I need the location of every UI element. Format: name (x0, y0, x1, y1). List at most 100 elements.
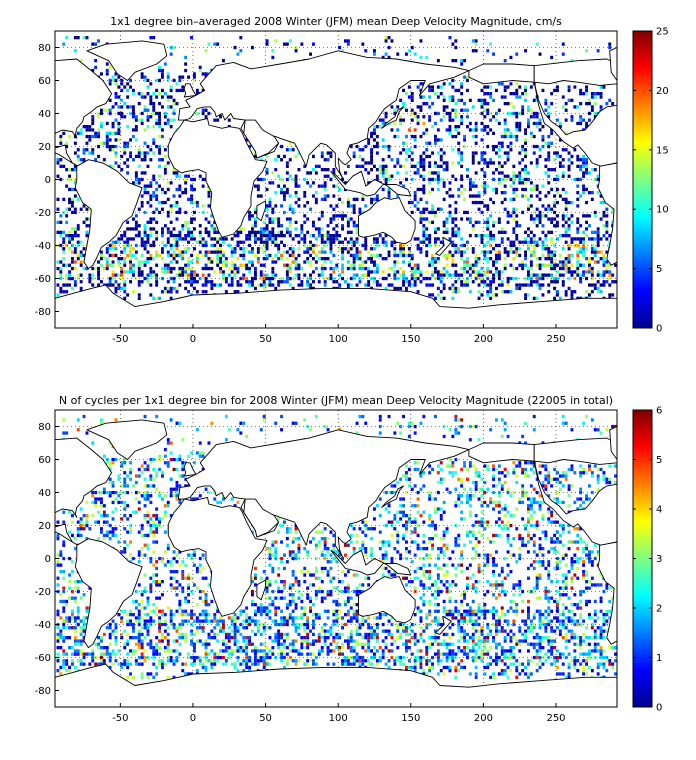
cycles-data-cell (471, 530, 475, 534)
velocity-data-cell (396, 161, 400, 165)
velocity-data-cell (152, 273, 156, 277)
velocity-data-cell (561, 95, 565, 99)
velocity-data-cell (422, 102, 426, 106)
velocity-data-cell (399, 98, 403, 102)
cycles-data-cell (489, 553, 493, 557)
velocity-data-cell (245, 247, 249, 251)
velocity-data-cell (515, 283, 519, 287)
velocity-data-cell (114, 131, 118, 135)
cycles-data-cell (576, 507, 580, 511)
cycles-data-cell (527, 497, 530, 501)
cycles-data-cell (474, 514, 478, 518)
cycles-data-cell (169, 477, 173, 481)
velocity-data-cell (283, 184, 286, 188)
velocity-data-cell (259, 177, 263, 182)
cycles-data-cell (506, 434, 510, 439)
velocity-data-cell (181, 237, 185, 241)
velocity-data-cell (140, 253, 144, 258)
cycles-data-cell (460, 424, 464, 429)
velocity-data-cell (265, 214, 269, 218)
velocity-data-cell (294, 266, 298, 271)
cycles-data-cell (466, 494, 469, 498)
velocity-data-cell (541, 134, 545, 139)
velocity-data-cell (271, 207, 275, 211)
velocity-data-cell (59, 290, 63, 294)
cycles-data-cell (117, 500, 121, 505)
velocity-data-cell (306, 181, 310, 185)
velocity-data-cell (230, 260, 234, 264)
velocity-data-cell (349, 253, 353, 258)
velocity-data-cell (547, 168, 551, 172)
velocity-data-cell (463, 134, 466, 139)
velocity-data-cell (146, 125, 150, 129)
velocity-data-cell (326, 240, 330, 244)
velocity-data-cell (518, 121, 522, 126)
velocity-data-cell (492, 171, 495, 175)
velocity-data-cell (582, 237, 585, 241)
cycles-data-cell (361, 520, 365, 524)
velocity-data-cell (483, 115, 487, 119)
velocity-data-cell (463, 250, 466, 254)
velocity-data-cell (596, 237, 600, 241)
velocity-data-cell (515, 253, 519, 258)
velocity-data-cell (538, 263, 542, 267)
cycles-data-cell (451, 563, 455, 567)
velocity-data-cell (596, 174, 600, 178)
cycles-data-cell (573, 527, 577, 531)
velocity-data-cell (384, 115, 388, 119)
velocity-data-cell (172, 98, 176, 102)
velocity-data-cell (489, 257, 493, 261)
velocity-data-cell (515, 52, 519, 56)
velocity-data-cell (524, 240, 527, 244)
velocity-data-cell (527, 108, 530, 112)
cycles-data-cell (175, 490, 179, 495)
velocity-data-cell (567, 234, 571, 238)
velocity-data-cell (451, 230, 455, 234)
velocity-data-cell (474, 270, 478, 274)
cycles-data-cell (62, 431, 66, 435)
velocity-data-cell (596, 230, 600, 234)
cycles-data-cell (434, 583, 437, 587)
velocity-data-cell (579, 177, 583, 182)
cycles-data-cell (483, 553, 487, 557)
cycles-data-cell (285, 543, 289, 547)
velocity-data-cell (387, 194, 391, 198)
cycles-data-cell (590, 418, 594, 422)
velocity-data-cell (300, 230, 304, 234)
velocity-data-cell (352, 151, 356, 155)
cycles-data-cell (576, 533, 580, 538)
velocity-data-cell (439, 207, 443, 211)
velocity-data-cell (585, 102, 588, 106)
velocity-data-cell (323, 184, 327, 188)
velocity-data-cell (419, 174, 423, 178)
velocity-data-cell (605, 270, 609, 274)
velocity-data-cell (163, 243, 167, 248)
cycles-data-cell (169, 451, 173, 455)
velocity-data-cell (268, 283, 272, 287)
velocity-data-cell (85, 230, 89, 234)
velocity-data-cell (434, 134, 437, 139)
velocity-data-cell (474, 49, 478, 53)
cycles-data-cell (358, 547, 362, 551)
velocity-data-cell (146, 164, 150, 168)
cycles-data-cell (556, 480, 559, 485)
velocity-data-cell (123, 141, 127, 145)
velocity-data-cell (579, 247, 583, 251)
velocity-data-cell (117, 237, 121, 241)
velocity-data-cell (317, 234, 321, 238)
velocity-data-cell (108, 276, 112, 281)
velocity-data-cell (390, 39, 394, 43)
velocity-data-cell (590, 290, 594, 294)
cycles-data-cell (166, 500, 170, 505)
velocity-data-cell (422, 115, 426, 119)
velocity-data-cell (166, 161, 170, 165)
cycles-data-cell (126, 517, 130, 521)
cycles-data-cell (448, 583, 452, 587)
velocity-data-cell (274, 237, 278, 241)
cycles-data-cell (585, 547, 588, 551)
velocity-data-cell (605, 207, 609, 211)
cycles-data-cell (375, 504, 379, 508)
velocity-data-cell (108, 65, 112, 69)
velocity-data-cell (254, 266, 257, 271)
cycles-data-cell (88, 527, 92, 531)
